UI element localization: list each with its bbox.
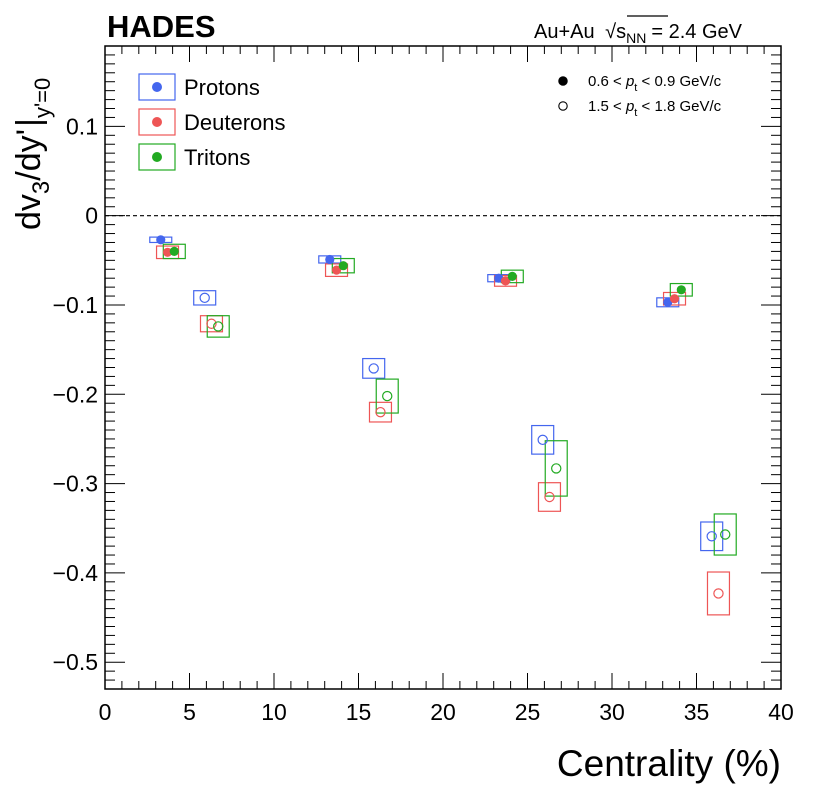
data-point-open (537, 434, 548, 446)
data-point-open (382, 390, 393, 402)
data-point-filled (325, 254, 335, 265)
y-tick-label: −0.2 (53, 381, 98, 407)
data-point-filled (338, 261, 348, 271)
system-var: s (616, 21, 626, 43)
sys-box (713, 513, 737, 556)
x-tick-label: 35 (684, 699, 710, 725)
ylabel-main: dv (10, 194, 48, 230)
x-tick-label: 30 (599, 699, 625, 725)
sys-box (544, 440, 568, 497)
axis-ticks-layer (104, 45, 782, 690)
sys-box (193, 290, 217, 306)
data-point-filled (162, 247, 173, 257)
legend-marker (152, 82, 162, 92)
data-point-open (206, 318, 217, 329)
sys-box (199, 315, 224, 333)
legend-label: Protons (184, 75, 260, 100)
sys-box (362, 357, 386, 379)
data-point-filled (663, 297, 673, 307)
y-tick-label: 0 (85, 203, 98, 229)
data-point-filled (669, 294, 680, 304)
data-point-open (551, 463, 562, 474)
x-tick-label: 20 (430, 699, 456, 725)
y-tick-label: −0.5 (53, 649, 98, 675)
data-point-open (720, 529, 731, 540)
sys-box (662, 291, 687, 306)
x-tick-label: 15 (346, 699, 372, 725)
sqrt-symbol: √ (605, 21, 616, 43)
legend-box (138, 143, 176, 171)
system-value: = 2.4 GeV (651, 21, 742, 43)
y-tick-label: 0.1 (66, 113, 98, 139)
y-tick-labels: 0.1 0 −0.1 −0.2 −0.3 −0.4 −0.5 (53, 113, 99, 675)
experiment-title: HADES (107, 9, 216, 44)
pt-legend-label: 1.5 < pt < 1.8 GeV/c (588, 98, 722, 119)
y-axis-label: dv3/dy' |y'=0 (10, 78, 55, 230)
pt-legend-label: 0.6 < pt < 0.9 GeV/c (588, 73, 722, 94)
legend-label: Tritons (184, 145, 250, 170)
x-tick-labels: 0 5 10 15 20 25 30 35 40 (99, 699, 794, 725)
pt-legend-marker-filled (558, 76, 568, 86)
legend-marker (152, 117, 162, 127)
legend-label: Deuterons (184, 110, 286, 135)
sys-box (331, 257, 355, 274)
y-tick-label: −0.3 (53, 471, 98, 497)
sys-box (531, 424, 555, 455)
sys-box (537, 482, 562, 512)
ylabel-rest: /dy' (10, 129, 48, 181)
svg-text:dv3/dy'|y'=0: dv3/dy' |y'=0 (10, 78, 55, 230)
data-point-filled (331, 265, 342, 275)
sys-box (324, 263, 349, 278)
y-tick-label: −0.4 (53, 560, 99, 586)
x-tick-label: 10 (261, 699, 287, 725)
system-var-sub: NN (626, 30, 646, 46)
pt-legend: 0.6 < pt < 0.9 GeV/c 1.5 < pt < 1.8 GeV/c (558, 73, 722, 119)
data-point-filled (500, 276, 511, 286)
data-point-filled (507, 271, 517, 282)
x-axis-label: Centrality (%) (557, 743, 781, 784)
species-legend: Protons Deuterons Tritons (138, 73, 286, 171)
data-point-filled (676, 285, 686, 295)
ylabel-eval-sub: y'=0 (30, 78, 55, 118)
ylabel-sub: 3 (28, 181, 55, 194)
svg-text:Au+Au √sNN= 2.4 GeV: Au+Au √sNN = 2.4 GeV (534, 21, 743, 46)
plot-frame (104, 45, 782, 690)
sys-box (706, 571, 731, 616)
legend-marker (152, 152, 162, 162)
x-tick-label: 0 (99, 699, 112, 725)
y-tick-label: −0.1 (53, 292, 98, 318)
data-point-open (706, 531, 717, 542)
data-point-open (544, 491, 555, 503)
legend-box (138, 108, 176, 136)
sys-box (669, 282, 693, 297)
sys-box (493, 274, 518, 287)
data-point-filled (169, 246, 179, 257)
system-prefix: Au+Au (534, 21, 595, 43)
data-point-open (368, 363, 379, 374)
data-point-open (213, 321, 224, 332)
sys-box (368, 401, 393, 423)
x-tick-label: 5 (183, 699, 196, 725)
sys-box (375, 378, 399, 414)
system-label: Au+Au √sNN = 2.4 GeV (534, 15, 743, 46)
sys-box (700, 521, 724, 552)
x-tick-label: 40 (768, 699, 794, 725)
systematic-boxes-layer (149, 236, 737, 616)
pt-legend-marker-open (558, 101, 568, 111)
x-tick-label: 25 (515, 699, 541, 725)
data-point-open (199, 292, 210, 304)
ylabel-eval-bar: | (10, 118, 48, 127)
data-point-open (375, 406, 386, 418)
legend-box (138, 73, 176, 101)
data-point-open (713, 588, 724, 599)
data-points-layer (156, 235, 731, 599)
data-point-filled (156, 235, 166, 245)
